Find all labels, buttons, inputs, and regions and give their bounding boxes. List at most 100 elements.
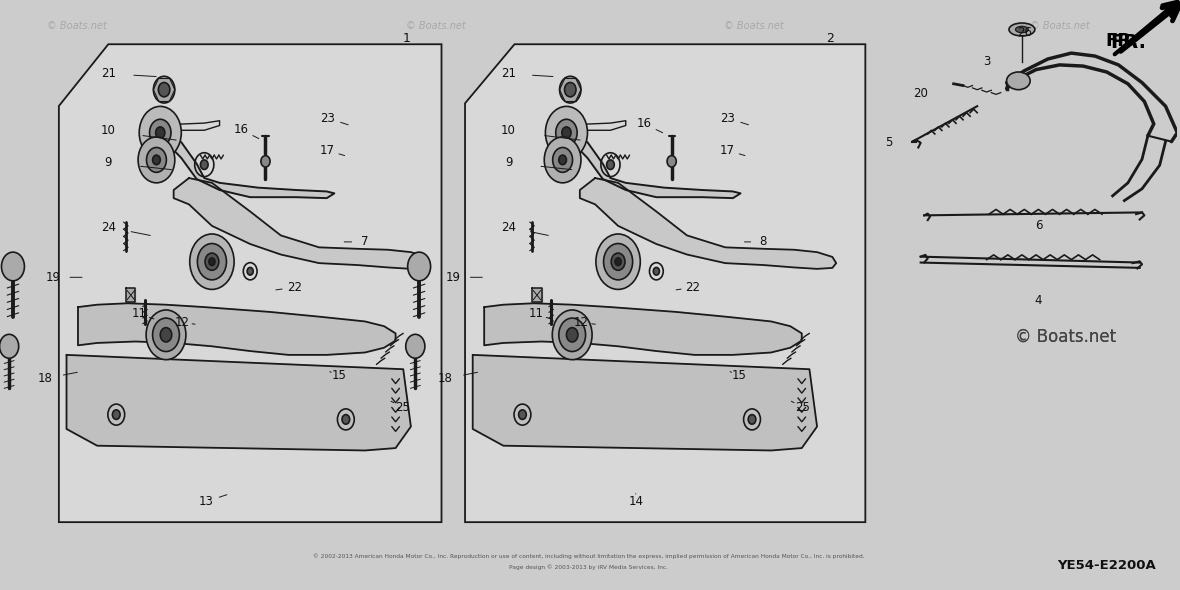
Text: 12: 12 xyxy=(575,316,589,329)
Polygon shape xyxy=(549,135,741,198)
Ellipse shape xyxy=(1016,26,1029,32)
Ellipse shape xyxy=(158,83,170,97)
Text: 15: 15 xyxy=(332,369,347,382)
Text: © Boats.net: © Boats.net xyxy=(406,21,466,31)
Ellipse shape xyxy=(566,327,578,342)
Text: 11: 11 xyxy=(131,307,146,320)
Ellipse shape xyxy=(552,310,592,360)
Ellipse shape xyxy=(607,160,615,169)
Text: 16: 16 xyxy=(234,123,249,136)
Text: 19: 19 xyxy=(446,271,460,284)
Ellipse shape xyxy=(146,310,186,360)
Text: 24: 24 xyxy=(100,221,116,234)
Ellipse shape xyxy=(146,148,166,172)
Text: 18: 18 xyxy=(438,372,452,385)
Polygon shape xyxy=(173,178,430,269)
Ellipse shape xyxy=(654,267,660,275)
Ellipse shape xyxy=(156,127,165,139)
Ellipse shape xyxy=(160,327,172,342)
Text: 26: 26 xyxy=(1017,26,1031,39)
Ellipse shape xyxy=(559,76,581,103)
Polygon shape xyxy=(579,178,837,269)
Text: 23: 23 xyxy=(720,112,735,124)
Ellipse shape xyxy=(603,244,632,280)
Text: © 2002-2013 American Honda Motor Co., Inc. Reproduction or use of content, inclu: © 2002-2013 American Honda Motor Co., In… xyxy=(313,553,865,559)
Text: 1: 1 xyxy=(402,32,411,45)
Text: 7: 7 xyxy=(361,235,368,248)
Text: 5: 5 xyxy=(885,136,892,149)
Text: 10: 10 xyxy=(100,124,116,137)
Text: 21: 21 xyxy=(502,67,516,80)
Text: 4: 4 xyxy=(1035,294,1042,307)
Text: 17: 17 xyxy=(720,144,735,157)
Polygon shape xyxy=(126,288,136,302)
Text: 6: 6 xyxy=(1035,219,1042,232)
Text: 23: 23 xyxy=(320,112,335,124)
Text: 12: 12 xyxy=(175,316,190,329)
Ellipse shape xyxy=(342,415,349,424)
Polygon shape xyxy=(66,355,411,451)
Polygon shape xyxy=(532,288,542,302)
Ellipse shape xyxy=(153,76,175,103)
Polygon shape xyxy=(473,355,817,451)
Text: 25: 25 xyxy=(395,401,411,414)
Ellipse shape xyxy=(1,252,25,281)
Ellipse shape xyxy=(556,119,577,146)
Ellipse shape xyxy=(611,253,625,270)
Text: 10: 10 xyxy=(502,124,516,137)
Text: 17: 17 xyxy=(320,144,335,157)
Text: 11: 11 xyxy=(529,307,543,320)
Ellipse shape xyxy=(0,335,19,358)
Ellipse shape xyxy=(406,335,425,358)
Ellipse shape xyxy=(596,234,641,290)
Text: YE54-E2200A: YE54-E2200A xyxy=(1057,559,1156,572)
Text: 20: 20 xyxy=(913,87,929,100)
Ellipse shape xyxy=(152,155,160,165)
Text: © Boats.net: © Boats.net xyxy=(47,21,107,31)
Ellipse shape xyxy=(152,318,179,352)
Polygon shape xyxy=(59,44,441,522)
Text: 16: 16 xyxy=(636,117,651,130)
Ellipse shape xyxy=(544,137,581,183)
Text: 2: 2 xyxy=(826,32,834,45)
Polygon shape xyxy=(78,303,395,355)
Ellipse shape xyxy=(559,318,585,352)
Ellipse shape xyxy=(205,253,218,270)
Ellipse shape xyxy=(564,83,576,97)
Text: 9: 9 xyxy=(505,156,512,169)
Ellipse shape xyxy=(197,244,227,280)
Ellipse shape xyxy=(150,119,171,146)
Ellipse shape xyxy=(139,106,182,159)
Ellipse shape xyxy=(552,148,572,172)
Text: 13: 13 xyxy=(198,495,214,508)
Ellipse shape xyxy=(209,258,215,266)
Text: © Boats.net: © Boats.net xyxy=(725,21,784,31)
Polygon shape xyxy=(143,135,334,198)
Ellipse shape xyxy=(1007,72,1030,90)
Ellipse shape xyxy=(545,106,588,159)
Text: © Boats.net: © Boats.net xyxy=(1015,327,1116,345)
Polygon shape xyxy=(465,44,865,522)
Text: Page design © 2003-2013 by iRV Media Services, Inc.: Page design © 2003-2013 by iRV Media Ser… xyxy=(509,565,668,571)
Text: 24: 24 xyxy=(502,221,516,234)
Text: 19: 19 xyxy=(46,271,60,284)
Ellipse shape xyxy=(138,137,175,183)
Ellipse shape xyxy=(519,410,526,419)
Ellipse shape xyxy=(562,127,571,139)
Text: © Boats.net: © Boats.net xyxy=(1015,327,1116,345)
Ellipse shape xyxy=(201,160,208,169)
Text: 18: 18 xyxy=(38,372,52,385)
Ellipse shape xyxy=(667,156,676,167)
Text: 14: 14 xyxy=(628,495,643,508)
Text: FR.: FR. xyxy=(1106,32,1139,50)
Text: 22: 22 xyxy=(287,281,302,294)
Text: 9: 9 xyxy=(105,156,112,169)
Ellipse shape xyxy=(407,252,431,281)
Ellipse shape xyxy=(190,234,234,290)
Ellipse shape xyxy=(112,410,120,419)
Ellipse shape xyxy=(615,258,621,266)
Text: 25: 25 xyxy=(795,401,811,414)
Ellipse shape xyxy=(748,415,756,424)
Text: 3: 3 xyxy=(983,55,990,68)
Ellipse shape xyxy=(1009,23,1035,36)
